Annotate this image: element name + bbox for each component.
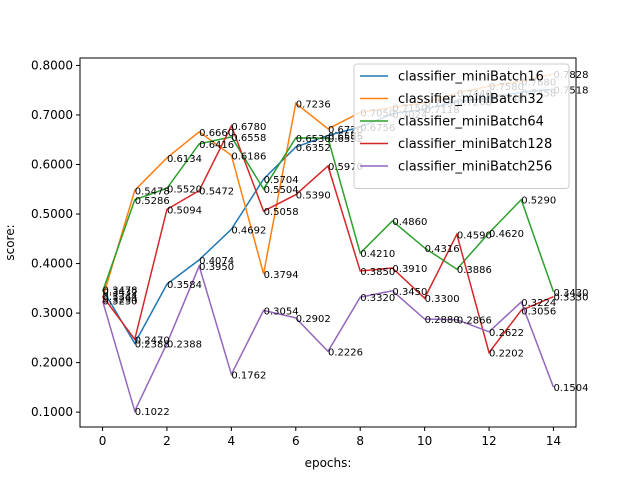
point-label: 0.4692 (231, 225, 266, 236)
point-label: 0.5970 (328, 162, 363, 173)
point-label: 0.2880 (425, 315, 460, 326)
point-label: 0.6532 (328, 134, 363, 145)
point-label: 0.6186 (231, 151, 266, 162)
series-line-4 (101, 123, 554, 355)
point-label: 0.5286 (135, 196, 170, 207)
y-tick-label: 0.1000 (31, 405, 73, 419)
point-label: 0.1504 (553, 383, 588, 394)
x-axis-label: epochs: (305, 456, 352, 470)
point-label: 0.5504 (264, 185, 299, 196)
point-label: 0.5390 (296, 191, 331, 202)
point-label: 0.6660 (199, 128, 234, 139)
point-label: 0.6558 (231, 133, 266, 144)
y-tick-label: 0.7000 (31, 108, 73, 122)
series-line-5 (101, 263, 555, 414)
y-tick-label: 0.4000 (31, 257, 73, 271)
legend-entry: classifier_miniBatch32 (398, 92, 544, 107)
point-label: 0.3320 (360, 293, 395, 304)
point-label: 0.5290 (521, 196, 556, 207)
x-tick-label: 12 (481, 434, 496, 448)
point-label: 0.7518 (553, 85, 588, 96)
point-label: 0.6536 (296, 134, 331, 145)
point-label: 0.3294 (103, 295, 138, 306)
series-line-3 (101, 136, 555, 293)
point-label: 0.4590 (457, 230, 492, 241)
point-label: 0.6416 (199, 140, 234, 151)
legend-entry: classifier_miniBatch16 (398, 70, 544, 85)
point-label: 0.3950 (199, 262, 234, 273)
legend: classifier_miniBatch16 classifier_miniBat… (353, 63, 570, 189)
point-label: 0.3450 (392, 287, 427, 298)
point-label: 0.7236 (296, 99, 331, 110)
point-label: 0.3224 (521, 298, 556, 309)
x-tick-label: 4 (228, 434, 236, 448)
point-label: 0.4316 (425, 244, 460, 255)
x-tick-label: 14 (546, 434, 561, 448)
x-axis: 0 2 4 6 8 10 12 14 (99, 427, 561, 448)
point-label: 0.2470 (135, 335, 170, 346)
point-label: 0.3478 (103, 285, 138, 296)
point-label: 0.2388 (167, 339, 202, 350)
y-tick-label: 0.5000 (31, 207, 73, 221)
point-label: 0.3344 (103, 292, 138, 303)
point-label: 0.2866 (457, 316, 492, 327)
point-label: 0.6780 (231, 122, 266, 133)
x-tick-label: 10 (417, 434, 432, 448)
point-label: 0.3850 (360, 267, 395, 278)
point-label: 0.6352 (296, 143, 331, 154)
point-label: 0.4210 (360, 249, 395, 260)
point-label: 0.1762 (231, 370, 266, 381)
point-label: 0.2202 (489, 349, 524, 360)
point-label: 0.5704 (264, 175, 299, 186)
point-label: 0.2902 (296, 314, 331, 325)
point-label: 0.3250 (103, 297, 138, 308)
y-tick-label: 0.2000 (31, 356, 73, 370)
point-label: 0.3056 (521, 306, 556, 317)
point-label: 0.3584 (167, 280, 202, 291)
plot-frame (79, 57, 577, 428)
point-label: 0.1022 (135, 407, 170, 418)
point-label: 0.3054 (264, 306, 299, 317)
y-axis: 0.1000 0.2000 0.3000 0.4000 0.5000 0.6000 0.70… (31, 58, 80, 419)
y-tick-label: 0.6000 (31, 157, 73, 171)
y-axis-label: score: (3, 224, 17, 260)
legend-entry: classifier_miniBatch64 (398, 115, 544, 130)
x-tick-label: 8 (356, 434, 364, 448)
point-label: 0.4860 (392, 217, 427, 228)
point-label: 0.5478 (135, 186, 170, 197)
legend-box (353, 63, 570, 189)
point-label: 0.3430 (553, 288, 588, 299)
point-label: 0.2622 (489, 328, 524, 339)
point-label: 0.6586 (328, 131, 363, 142)
legend-entry: classifier_miniBatch128 (398, 137, 552, 152)
legend-entry: classifier_miniBatch256 (398, 160, 552, 175)
point-label: 0.4620 (489, 229, 524, 240)
y-tick-label: 0.3000 (31, 306, 73, 320)
point-label: 0.3330 (553, 293, 588, 304)
x-tick-label: 6 (292, 434, 300, 448)
point-label: 0.5520 (167, 184, 202, 195)
point-label: 0.6134 (167, 154, 202, 165)
point-label: 0.6720 (328, 125, 363, 136)
point-label: 0.4074 (199, 256, 234, 267)
point-label: 0.2226 (328, 347, 363, 358)
point-label: 0.7828 (553, 70, 588, 81)
point-label: 0.3794 (264, 270, 299, 281)
point-label: 0.3432 (103, 288, 138, 299)
point-label: 0.2388 (135, 339, 170, 350)
x-tick-label: 0 (99, 434, 107, 448)
y-tick-label: 0.8000 (31, 58, 73, 72)
point-label: 0.3910 (392, 264, 427, 275)
point-label: 0.3300 (425, 294, 460, 305)
point-label: 0.3886 (457, 265, 492, 276)
point-label: 0.5058 (264, 207, 299, 218)
point-label: 0.5094 (167, 205, 202, 216)
x-tick-label: 2 (163, 434, 171, 448)
point-label: 0.5472 (199, 187, 234, 198)
